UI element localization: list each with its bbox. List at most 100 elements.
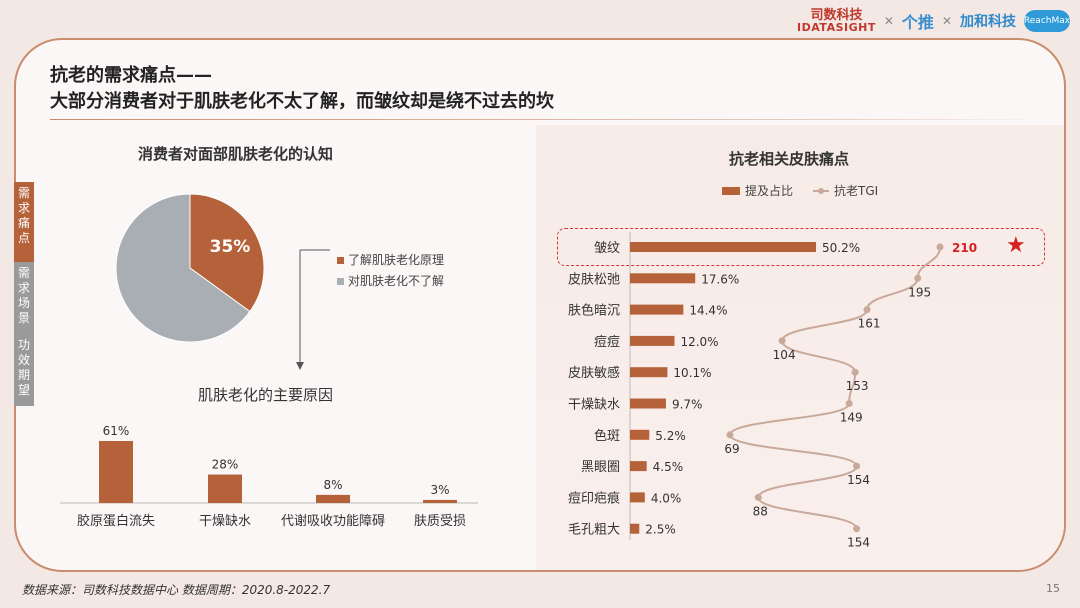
bar-value-label: 9.7%	[672, 398, 703, 412]
right-panel-bg	[536, 125, 1064, 570]
side-tabs: 需求痛点 需求场景 功效期望	[14, 182, 34, 406]
bar	[630, 461, 647, 472]
legend-swatch	[337, 278, 344, 285]
bar-value-label: 61%	[103, 424, 130, 438]
tgi-point	[851, 368, 859, 376]
header-logos: 司数科技 IDATASIGHT ✕ 个推 ✕ 加和科技 ReachMax	[797, 4, 1070, 38]
legend-swatch	[813, 187, 830, 194]
tgi-point	[853, 525, 861, 533]
pie-legend: 了解肌肤老化原理 对肌肤老化不了解	[337, 250, 444, 292]
tgi-point	[754, 493, 762, 501]
connector-line	[299, 249, 330, 366]
times-icon: ✕	[941, 14, 952, 28]
tgi-point	[863, 306, 871, 314]
bar	[630, 304, 684, 315]
tgi-value-label: 153	[846, 379, 869, 393]
bar-value-label: 17.6%	[701, 272, 739, 286]
reachmax-logo: ReachMax	[1024, 10, 1070, 32]
category-label: 皮肤松弛	[568, 272, 620, 287]
arrow-icon	[296, 362, 304, 370]
bar	[99, 441, 133, 503]
tgi-point	[726, 431, 734, 439]
tgi-value-label: 88	[753, 504, 768, 518]
legend-item-understand: 了解肌肤老化原理	[337, 250, 444, 271]
tgi-value-label: 161	[858, 317, 881, 331]
bar-value-label: 10.1%	[673, 366, 711, 380]
legend-item-mention: 提及占比	[722, 182, 793, 199]
legend-item-not-understand: 对肌肤老化不了解	[337, 271, 444, 292]
legend-swatch	[722, 186, 740, 195]
bar	[630, 523, 640, 534]
page-title: 抗老的需求痛点—— 大部分消费者对于肌肤老化不太了解，而皱纹却是绕不过去的坎	[50, 63, 554, 115]
pie-chart-title: 消费者对面部肌肤老化的认知	[138, 145, 334, 163]
tgi-value-label: 154	[847, 473, 870, 487]
bar-value-label: 8%	[323, 478, 342, 492]
bar	[630, 273, 696, 284]
category-label: 肤质受损	[414, 514, 466, 529]
bar-value-label: 2.5%	[645, 523, 676, 537]
pie-slice	[189, 193, 265, 313]
legend-swatch	[337, 257, 344, 264]
category-label: 色斑	[594, 428, 620, 444]
category-label: 胶原蛋白流失	[77, 513, 155, 529]
bar-value-label: 28%	[212, 458, 239, 472]
tgi-point	[778, 337, 786, 345]
page-number: 15	[1046, 582, 1060, 595]
tgi-value-label: 154	[847, 536, 870, 550]
bar	[630, 242, 816, 252]
tab-needs-scene[interactable]: 需求场景	[14, 262, 34, 334]
category-label: 皮肤敏感	[568, 365, 620, 381]
pie-slice-label: 35%	[210, 237, 251, 257]
bar	[423, 499, 457, 503]
tgi-value-label: 195	[908, 285, 931, 299]
bar	[630, 492, 645, 503]
title-divider	[50, 119, 1050, 120]
category-label: 黑眼圈	[581, 460, 620, 475]
highlight-box	[557, 228, 1045, 266]
hbar-legend: 提及占比 抗老TGI	[722, 182, 878, 199]
bar-value-label: 14.4%	[689, 304, 727, 318]
idatasight-logo: 司数科技 IDATASIGHT	[797, 8, 876, 34]
category-label: 代谢吸收功能障碍	[281, 513, 385, 529]
jiahe-logo: 加和科技	[960, 14, 1016, 30]
bar-value-label: 5.2%	[655, 429, 686, 443]
times-icon: ✕	[883, 14, 894, 28]
category-label: 痘印疤痕	[568, 490, 620, 506]
bar-value-label: 12.0%	[680, 335, 718, 349]
category-label: 干燥缺水	[199, 514, 251, 529]
getui-logo: 个推	[901, 13, 934, 32]
title-line-2: 大部分消费者对于肌肤老化不太了解，而皱纹却是绕不过去的坎	[50, 91, 554, 112]
bar-value-label: 3%	[430, 483, 449, 497]
bar	[316, 494, 350, 503]
bar	[630, 429, 650, 440]
legend-item-tgi: 抗老TGI	[813, 182, 878, 199]
bar-chart-title: 肌肤老化的主要原因	[198, 386, 334, 404]
category-label: 皱纹	[594, 240, 620, 256]
bar	[630, 367, 668, 378]
tab-needs-pain[interactable]: 需求痛点	[14, 182, 34, 262]
category-label: 痘痘	[594, 335, 620, 350]
pie-slice	[115, 193, 251, 343]
bar	[630, 398, 666, 409]
bar-value-label: 4.0%	[651, 491, 682, 505]
tgi-value-label: 149	[840, 411, 863, 425]
bar-value-label: 50.2%	[822, 241, 860, 255]
bar	[630, 335, 675, 346]
tgi-value-label: 210	[952, 241, 977, 255]
star-icon: ★	[1006, 233, 1026, 258]
tgi-point	[914, 274, 922, 282]
bar-value-label: 4.5%	[653, 460, 684, 474]
tgi-value-label: 69	[724, 442, 739, 456]
tgi-value-label: 104	[773, 348, 796, 362]
category-label: 干燥缺水	[568, 398, 620, 413]
title-line-1: 抗老的需求痛点——	[50, 65, 212, 86]
category-label: 毛孔粗大	[568, 523, 620, 538]
category-label: 肤色暗沉	[568, 303, 620, 319]
tgi-point	[936, 243, 944, 251]
tgi-point	[853, 462, 861, 470]
tab-effect-expect[interactable]: 功效期望	[14, 334, 34, 406]
bar	[208, 474, 242, 503]
data-source: 数据来源：司数科技数据中心 数据周期：2020.8-2022.7	[22, 583, 331, 597]
tgi-point	[845, 400, 853, 407]
